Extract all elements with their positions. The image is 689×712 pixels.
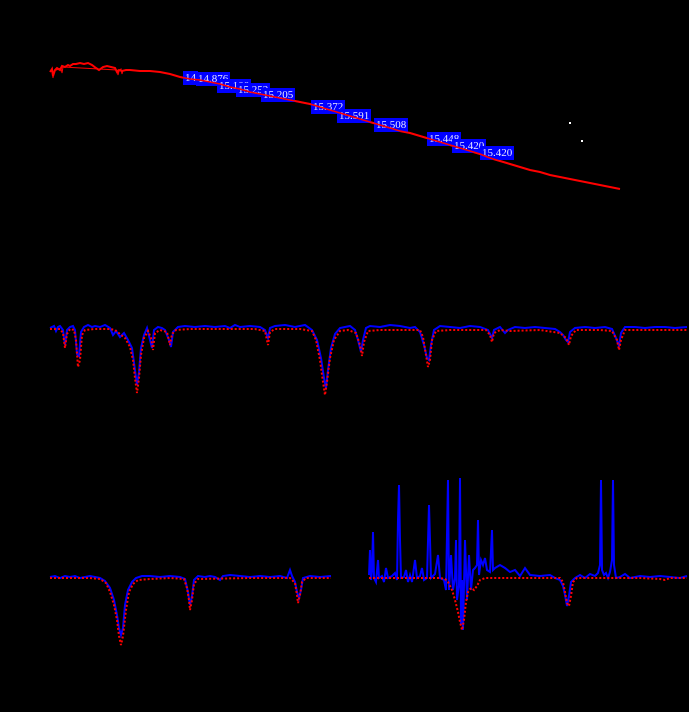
marker-dot [581,140,583,142]
observed-spectrum-line [49,323,688,389]
model-spectrum-line [369,577,687,631]
annotation-label: 15.508 [374,118,409,132]
observed-spectrum-line [368,477,688,631]
bottom-right-panel [368,477,688,631]
model-spectrum-line [50,327,687,396]
annotation-label: 15.420 [480,146,515,160]
annotation-label: 15.591 [337,109,372,123]
marker-dot [569,122,571,124]
middle-panel [49,323,688,396]
model-spectrum-line [50,576,331,646]
bottom-left-panel [49,567,332,646]
annotation-label: 15.205 [261,88,296,102]
